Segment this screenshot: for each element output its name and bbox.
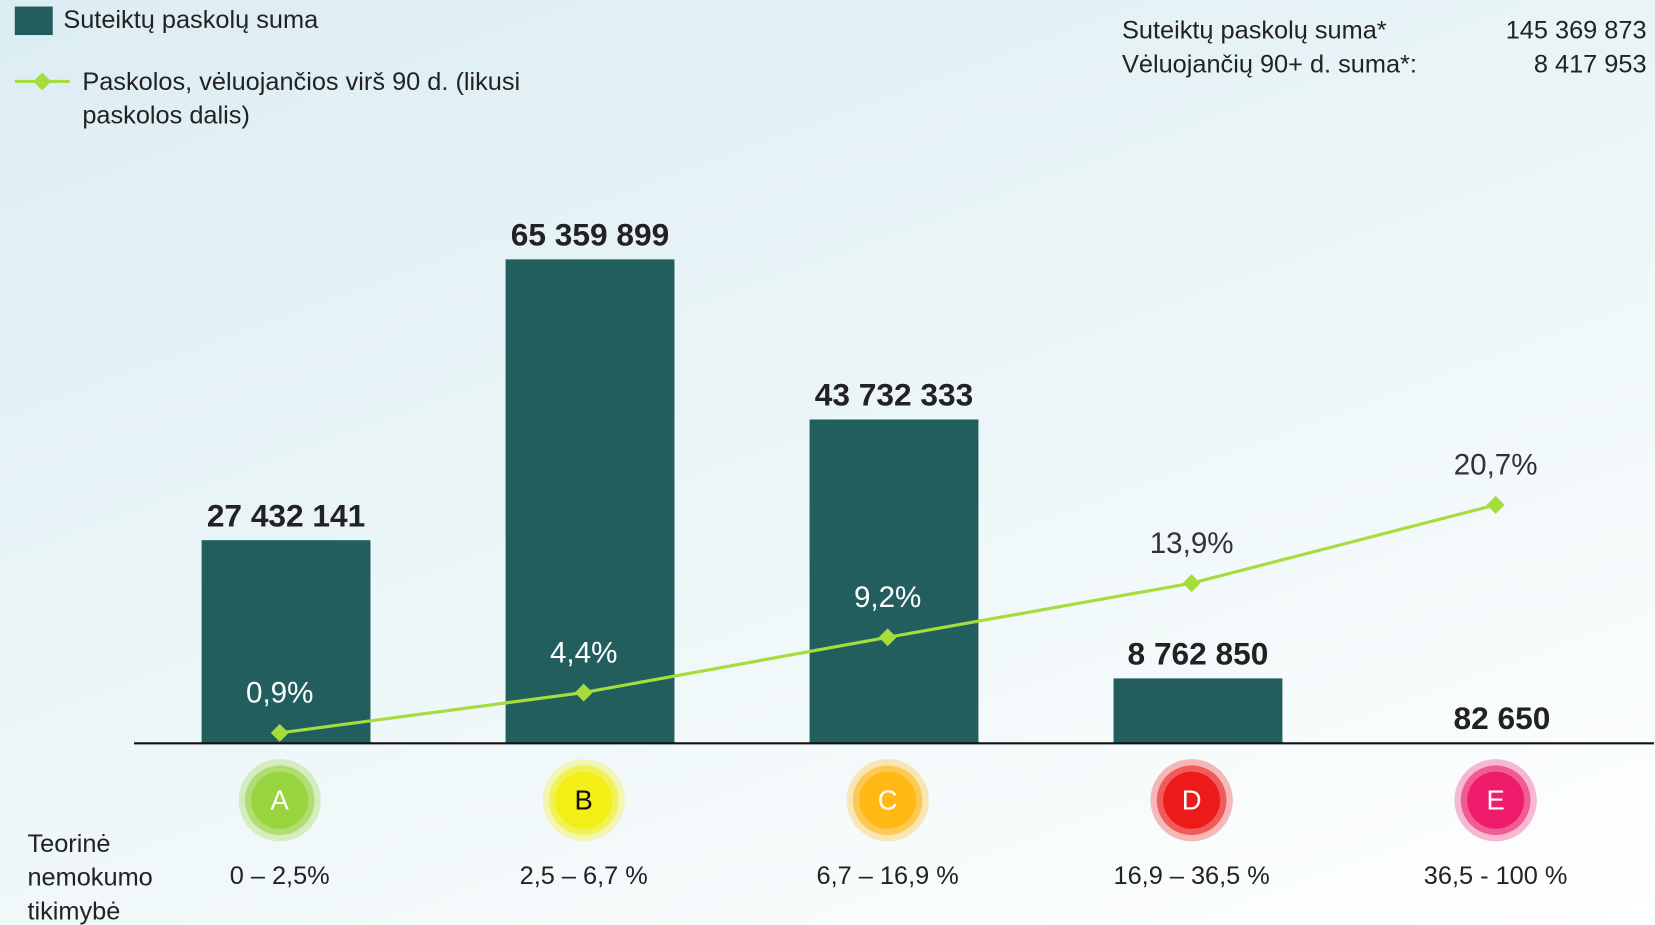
category-range: 6,7 – 16,9 % <box>817 862 959 890</box>
category-label: D <box>1182 785 1202 816</box>
bar-value-label: 43 732 333 <box>815 377 973 413</box>
bar <box>1113 678 1283 744</box>
summary-label: Suteiktų paskolų suma* <box>1122 17 1387 45</box>
line-marker <box>1486 495 1505 514</box>
legend-marker <box>33 72 52 91</box>
line-value-label: 13,9% <box>1150 527 1234 560</box>
summary-label: Vėluojančių 90+ d. suma*: <box>1122 50 1417 78</box>
bar <box>201 540 371 744</box>
category-badge <box>1163 771 1221 829</box>
bar-value-label: 8 762 850 <box>1128 636 1269 672</box>
category-range: 16,9 – 36,5 % <box>1113 862 1269 890</box>
range-axis-label: Teorinė nemokumo tikimybė <box>27 829 153 925</box>
line-value-label: 9,2% <box>854 581 921 614</box>
category-range: 36,5 - 100 % <box>1424 862 1568 890</box>
legend-label: Paskolos, vėluojančios virš 90 d. (likus… <box>82 67 521 131</box>
category-badge <box>251 771 309 829</box>
legend-bar-swatch <box>14 6 53 36</box>
bar-value-label: 27 432 141 <box>207 497 365 533</box>
legend-label: Suteiktų paskolų suma <box>63 6 319 34</box>
category-range: 0 – 2,5% <box>230 862 330 890</box>
summary-value: 145 369 873 <box>1506 17 1647 45</box>
category-badge <box>859 771 917 829</box>
axis-label-box: Teorinė nemokumo tikimybė <box>27 829 153 925</box>
line-value-label: 20,7% <box>1454 449 1538 482</box>
legend-label-box: Paskolos, vėluojančios virš 90 d. (likus… <box>82 67 521 131</box>
category-label: B <box>575 785 593 816</box>
category-label: A <box>271 785 290 816</box>
category-range: 2,5 – 6,7 % <box>520 862 648 890</box>
bar-value-label: 82 650 <box>1454 700 1551 736</box>
line-marker <box>1182 574 1201 593</box>
category-label: C <box>878 785 898 816</box>
category-badge <box>1467 771 1525 829</box>
bar-value-label: 65 359 899 <box>511 217 669 253</box>
category-label: E <box>1486 785 1504 816</box>
line-marker <box>574 683 593 702</box>
bar <box>809 419 979 744</box>
summary-value: 8 417 953 <box>1534 50 1647 78</box>
line-value-label: 4,4% <box>550 636 617 669</box>
bar <box>505 259 675 744</box>
line-value-label: 0,9% <box>246 677 313 710</box>
category-badge <box>555 771 613 829</box>
